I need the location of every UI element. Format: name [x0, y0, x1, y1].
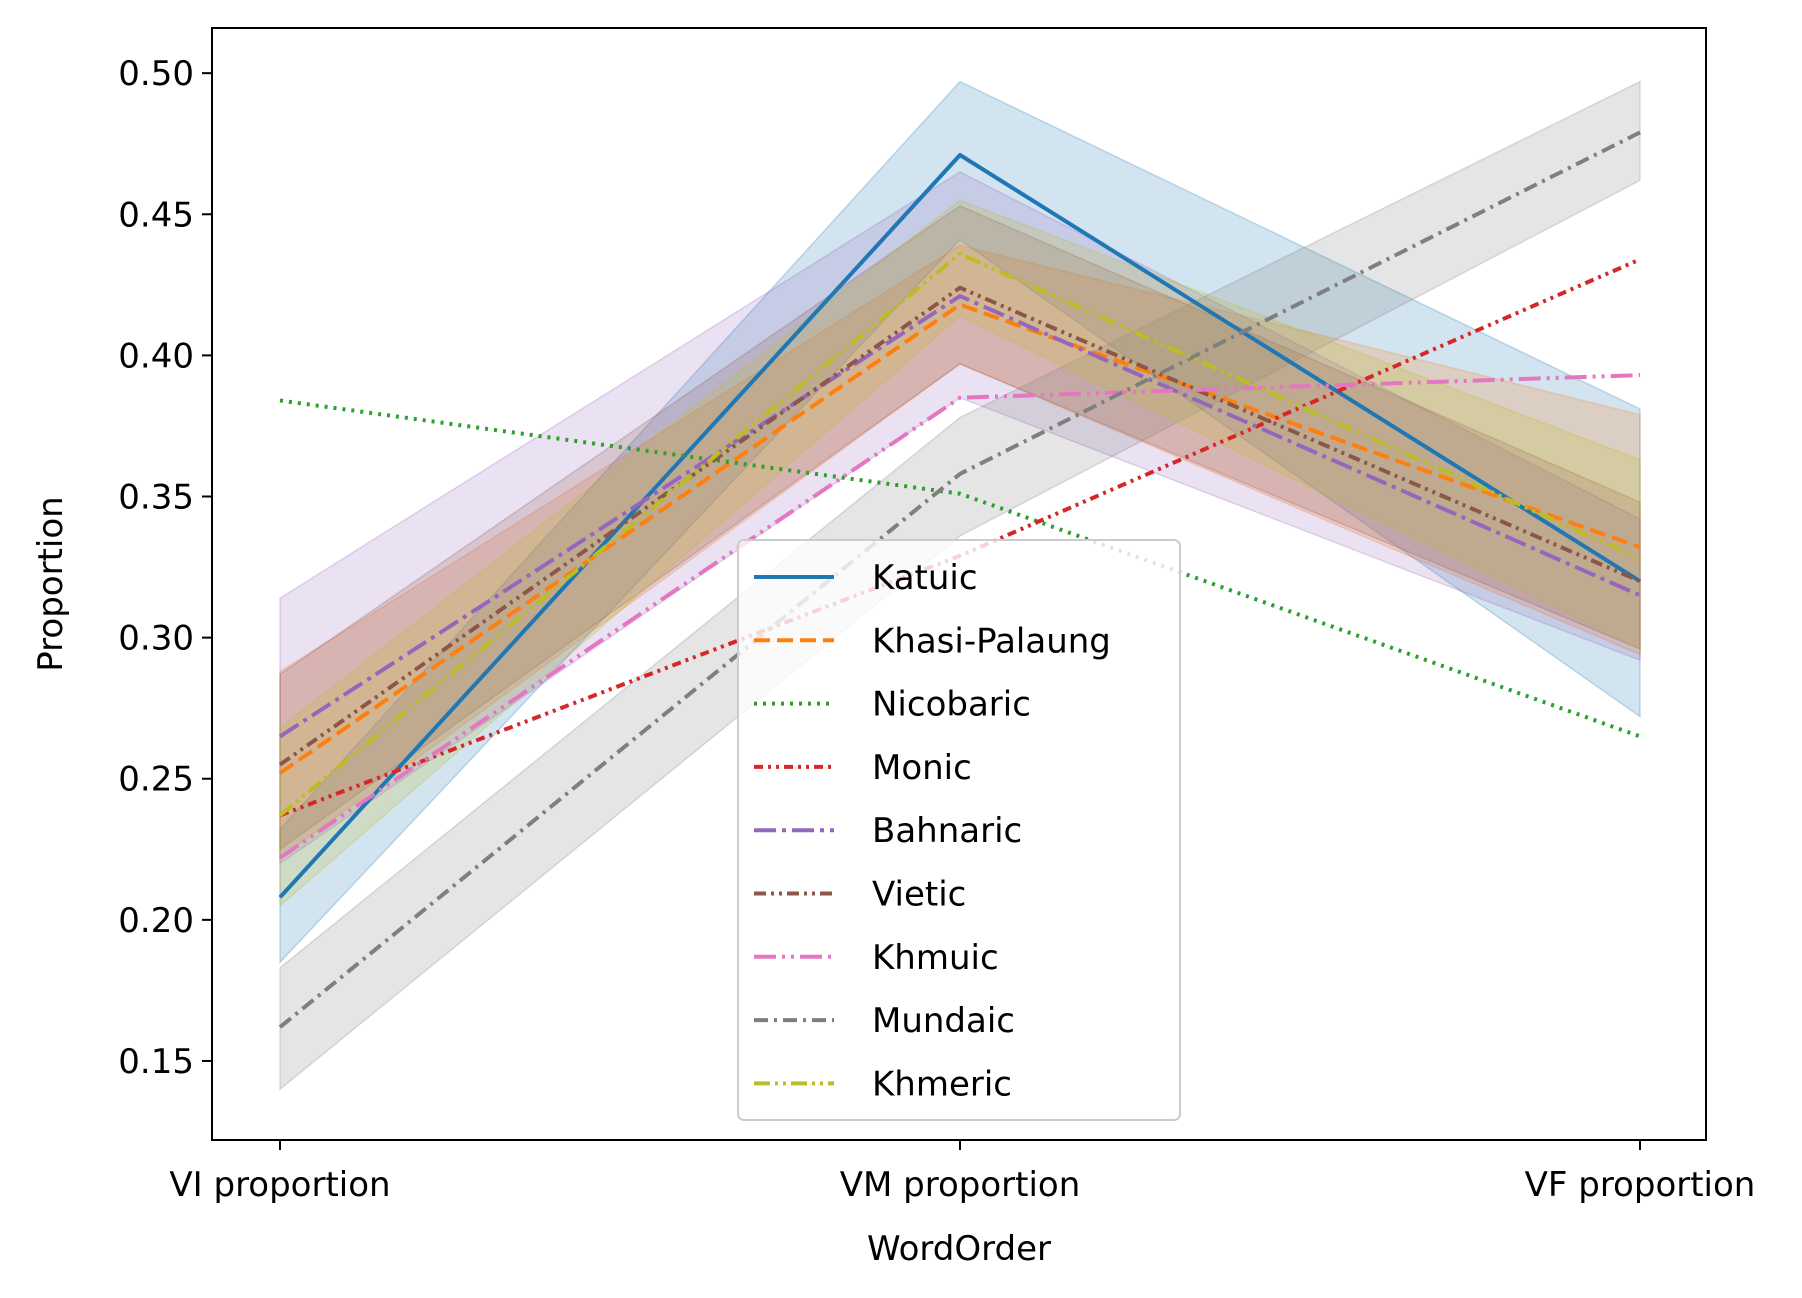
legend-label: Bahnaric [872, 811, 1022, 851]
x-axis-ticks: VI proportion VM proportion VF proportion [169, 1140, 1755, 1205]
x-tick-label: VI proportion [169, 1165, 390, 1205]
x-tick-label: VF proportion [1525, 1165, 1756, 1205]
legend-label: Khmuic [872, 938, 999, 978]
series-line-khmuic [278, 373, 1641, 860]
band-khmeric [279, 199, 1641, 908]
legend-box [737, 539, 1181, 1121]
x-axis-label: WordOrder [867, 1229, 1051, 1269]
x-tick-label: VM proportion [840, 1165, 1081, 1205]
y-axis-label: Proportion [31, 496, 71, 671]
legend-label: Khmeric [872, 1064, 1012, 1104]
y-tick-label: 0.45 [118, 195, 194, 235]
legend-label: Khasi-Palaung [872, 621, 1111, 661]
band-bahnaric [279, 171, 1641, 865]
series-line-katuic [278, 153, 1642, 899]
legend-label: Vietic [872, 875, 966, 915]
y-tick-label: 0.25 [118, 760, 194, 800]
legend-label: Monic [872, 748, 972, 788]
band-mundaic [279, 80, 1641, 1091]
y-tick-label: 0.20 [118, 901, 194, 941]
series-line-bahnaric [278, 294, 1641, 739]
y-tick-label: 0.30 [118, 619, 194, 659]
series-line-vietic [278, 285, 1641, 767]
legend: Katuic Khasi-Palaung Nicobaric Monic Bahnari… [737, 539, 1181, 1121]
legend-label: Katuic [872, 558, 978, 598]
legend-label: Mundaic [872, 1001, 1015, 1041]
series-line-khmeric [278, 251, 1641, 817]
y-tick-label: 0.35 [118, 478, 194, 518]
y-tick-label: 0.15 [118, 1042, 194, 1082]
series-line-nicobaric [279, 398, 1641, 739]
y-tick-label: 0.40 [118, 336, 194, 376]
legend-label: Nicobaric [872, 685, 1031, 725]
y-tick-label: 0.50 [118, 54, 194, 94]
series-line-mundaic [278, 130, 1641, 1029]
y-axis-ticks: 0.15 0.20 0.25 0.30 0.35 0.40 0.45 0.50 [118, 54, 212, 1082]
